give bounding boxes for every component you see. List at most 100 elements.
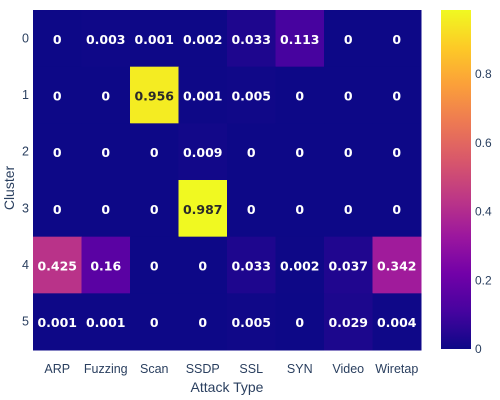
y-axis-title: Cluster (1, 165, 17, 210)
cell-value-label: 0.029 (328, 315, 368, 330)
heatmap-cell (372, 236, 422, 294)
x-axis-ticks: ARP Fuzzing Scan SSDP SSL SYN Video Wiretap (44, 362, 418, 376)
heatmap-cell (81, 180, 131, 238)
cell-value-label: 0.956 (134, 89, 174, 104)
heatmap-cell (372, 10, 422, 68)
heatmap-cell (178, 123, 228, 181)
cell-value-label: 0 (295, 89, 304, 104)
colorbar-tick-label: 0.8 (475, 67, 492, 81)
y-tick-label: 3 (22, 201, 29, 215)
cell-value-label: 0.005 (231, 315, 271, 330)
cell-value-label: 0.16 (90, 259, 121, 274)
y-tick-label: 0 (22, 31, 29, 45)
cell-value-label: 0 (150, 259, 159, 274)
heatmap-cell (227, 123, 276, 181)
cell-value-label: 0.002 (183, 32, 223, 47)
heatmap-cell (130, 10, 179, 68)
heatmap-cell (227, 180, 276, 238)
cell-value-label: 0.009 (183, 145, 223, 160)
cell-value-label: 0 (344, 89, 353, 104)
x-tick-label: SYN (287, 362, 313, 376)
cell-value-label: 0 (101, 89, 110, 104)
cell-value-label: 0.987 (183, 202, 223, 217)
x-tick-label: Wiretap (375, 362, 418, 376)
x-tick-label: SSDP (186, 362, 220, 376)
x-tick-label: Video (332, 362, 364, 376)
heatmap-cell (275, 10, 325, 68)
cell-value-label: 0 (53, 202, 62, 217)
cell-value-label: 0 (392, 32, 401, 47)
heatmap-cell (33, 123, 82, 181)
cell-value-label: 0 (53, 89, 62, 104)
heatmap-cell (275, 66, 325, 124)
heatmap-cell (81, 66, 131, 124)
x-tick-label: ARP (44, 362, 70, 376)
heatmap-cell (324, 293, 373, 351)
cell-value-label: 0.001 (134, 32, 174, 47)
colorbar-tick-label: 0.6 (475, 136, 492, 150)
cell-value-label: 0 (101, 145, 110, 160)
cell-value-label: 0 (392, 145, 401, 160)
cell-value-label: 0.004 (377, 315, 417, 330)
heatmap-cell (130, 180, 179, 238)
heatmap-cell (324, 236, 373, 294)
heatmap-cell (324, 180, 373, 238)
cell-value-label: 0 (295, 145, 304, 160)
cell-value-label: 0.425 (37, 259, 77, 274)
cell-value-label: 0 (101, 202, 110, 217)
cell-value-label: 0.033 (231, 259, 271, 274)
cell-value-label: 0.001 (37, 315, 77, 330)
heatmap-cell (324, 123, 373, 181)
cell-value-label: 0.003 (86, 32, 126, 47)
cell-value-label: 0 (53, 145, 62, 160)
x-tick-label: Scan (140, 362, 169, 376)
cell-value-label: 0 (392, 89, 401, 104)
x-axis-title: Attack Type (191, 379, 264, 395)
heatmap-cell (81, 236, 131, 294)
colorbar-tick-label: 0 (475, 342, 482, 356)
cell-value-label: 0 (344, 32, 353, 47)
x-tick-label: SSL (239, 362, 263, 376)
cell-value-label: 0.001 (183, 89, 223, 104)
cell-value-label: 0.001 (86, 315, 126, 330)
heatmap-cell (372, 293, 422, 351)
heatmap-cell (178, 66, 228, 124)
heatmap-cell (227, 66, 276, 124)
heatmap-cell (372, 123, 422, 181)
cell-value-label: 0 (53, 32, 62, 47)
heatmap-cell (130, 236, 179, 294)
y-tick-label: 4 (22, 258, 29, 272)
heatmap-cell (33, 180, 82, 238)
heatmap-cell (81, 293, 131, 351)
y-tick-label: 1 (22, 88, 29, 102)
heatmap-cell (81, 10, 131, 68)
heatmap-cell (130, 66, 179, 124)
cell-value-label: 0.033 (231, 32, 271, 47)
cell-value-label: 0 (392, 202, 401, 217)
colorbar-tick-label: 0.4 (475, 205, 492, 219)
colorbar-ticks: 0 0.2 0.4 0.6 0.8 (475, 67, 492, 356)
y-tick-label: 2 (22, 145, 29, 159)
heatmap-cell (130, 123, 179, 181)
heatmap-cell (81, 123, 131, 181)
heatmap-cells (33, 10, 422, 351)
heatmap-cell (130, 293, 179, 351)
cell-value-label: 0 (295, 315, 304, 330)
cell-value-label: 0 (150, 145, 159, 160)
heatmap-cell (275, 123, 325, 181)
heatmap-cell (33, 236, 82, 294)
heatmap-cell (227, 293, 276, 351)
cell-value-label: 0 (247, 145, 256, 160)
cell-value-label: 0 (150, 315, 159, 330)
cell-value-label: 0 (295, 202, 304, 217)
heatmap-cell (372, 180, 422, 238)
heatmap-cell (275, 293, 325, 351)
heatmap-cell (275, 236, 325, 294)
cell-value-label: 0 (150, 202, 159, 217)
heatmap-cell (372, 66, 422, 124)
heatmap-cell (178, 293, 228, 351)
cell-value-label: 0.005 (231, 89, 271, 104)
heatmap-cell (178, 236, 228, 294)
